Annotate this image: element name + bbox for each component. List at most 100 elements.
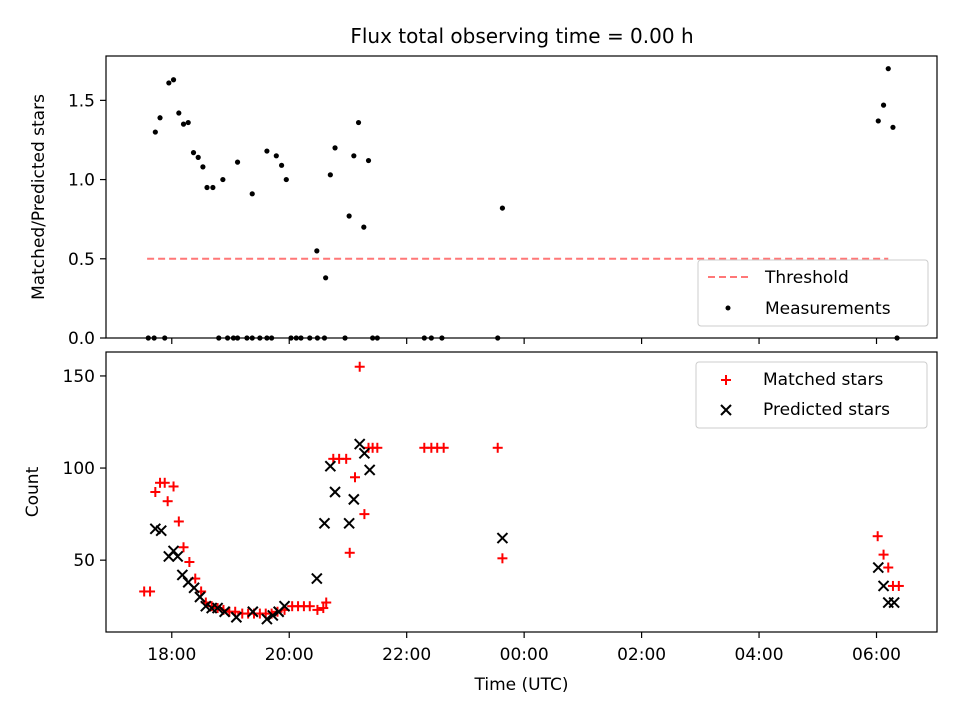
predicted-stars-point: [363, 464, 376, 476]
matched-stars-point: [145, 586, 156, 597]
measurements-point: [180, 121, 187, 127]
matched-stars-point: [438, 442, 449, 453]
legend-matched-stars-symbol: [721, 375, 731, 385]
matched-stars-point: [344, 547, 355, 558]
matched-stars-point: [184, 557, 195, 567]
bottom-x-axis-label: Time (UTC): [474, 675, 569, 695]
predicted-stars-point: [324, 460, 337, 472]
legend-threshold-label: Threshold: [764, 268, 849, 288]
matched-stars-point: [359, 509, 370, 520]
predicted-stars-point: [267, 609, 279, 622]
legend-measurements-label: Measurements: [765, 299, 891, 319]
y-tick-label: 0.5: [68, 250, 95, 270]
matched-stars-point: [492, 442, 503, 453]
bottom-legend: Matched stars Predicted stars: [695, 361, 928, 429]
measurements-point: [210, 184, 216, 191]
predicted-stars-point: [188, 582, 200, 594]
predicted-stars-point: [230, 611, 243, 623]
measurements-point: [185, 119, 191, 126]
matched-stars-point: [893, 580, 904, 591]
measurements-point: [283, 176, 289, 183]
bottom-plot-frame: [105, 351, 938, 633]
matched-stars-point: [318, 603, 329, 614]
matched-stars-point: [150, 487, 161, 497]
measurements-point: [190, 150, 197, 156]
x-tick-label: 06:00: [852, 645, 901, 665]
matched-stars-point: [173, 516, 184, 527]
predicted-stars-point: [318, 517, 331, 530]
matched-stars-point: [341, 453, 352, 464]
predicted-stars-point: [343, 517, 355, 530]
x-tick-label: 04:00: [735, 645, 784, 665]
y-tick-label: 1.5: [68, 91, 95, 111]
measurements-point: [314, 248, 320, 254]
measurements-point: [176, 110, 182, 116]
measurements-point: [327, 172, 333, 178]
matched-stars-point: [372, 442, 383, 453]
predicted-stars-point: [353, 438, 366, 450]
bottom-y-axis-label: Count: [23, 466, 43, 517]
measurements-point: [204, 184, 210, 191]
measurements-point: [264, 148, 270, 154]
measurements-point: [361, 224, 367, 230]
measurements-point: [170, 77, 177, 83]
predicted-stars-point: [218, 606, 231, 618]
predicted-stars-point: [261, 613, 273, 625]
measurements-point: [355, 119, 362, 126]
predicted-stars-point: [167, 545, 180, 557]
measurements-point: [166, 80, 172, 86]
measurements-point: [249, 191, 255, 197]
predicted-stars-point: [194, 591, 206, 603]
matched-stars-point: [883, 562, 894, 573]
measurements-point: [323, 275, 329, 281]
measurements-point: [278, 162, 285, 168]
matched-stars-point: [497, 553, 508, 564]
measurements-point: [890, 124, 896, 130]
measurements-point: [157, 115, 163, 121]
x-tick-label: 18:00: [147, 645, 196, 665]
measurements-point: [875, 118, 881, 124]
matched-stars-point: [872, 531, 883, 542]
predicted-stars-point: [278, 600, 291, 612]
measurements-point: [346, 213, 352, 219]
measurements-point: [332, 145, 338, 151]
predicted-stars-point: [311, 572, 323, 585]
measurements-point: [499, 205, 506, 211]
x-tick-label: 02:00: [617, 645, 666, 665]
measurements-point: [365, 157, 372, 164]
predicted-stars-point: [348, 493, 360, 506]
predicted-stars-point: [872, 561, 884, 574]
matched-stars-point: [312, 604, 323, 615]
x-tick-label: 22:00: [382, 645, 431, 665]
top-plot-frame: [105, 55, 938, 339]
top-chart-title: Flux total observing time = 0.00 h: [350, 24, 693, 48]
x-tick-label: 20:00: [265, 645, 314, 665]
bottom-axes: 18:00 20:00 22:00 00:00 02:00 04:00 06:00 50 100…: [63, 367, 901, 665]
matched-stars-point: [159, 477, 170, 488]
bottom-legend-box: [695, 361, 928, 429]
measurements-point: [273, 153, 279, 159]
legend-matched-stars-label: Matched stars: [763, 370, 883, 390]
y-tick-label: 100: [63, 459, 95, 479]
y-tick-label: 50: [73, 551, 95, 571]
measurements-point: [885, 66, 891, 72]
legend-predicted-stars-symbol: [720, 404, 732, 416]
predicted-stars-point: [211, 602, 224, 614]
measurements-point: [880, 102, 887, 108]
top-y-axis-label: Matched/Predicted stars: [29, 94, 49, 300]
matched-stars-point: [168, 481, 179, 492]
predicted-stars-point: [496, 532, 509, 544]
top-legend: Threshold Measurements: [697, 259, 929, 327]
measurements-point: [200, 164, 206, 170]
measurements-point: [152, 129, 158, 135]
x-tick-label: 00:00: [500, 645, 549, 665]
predicted-stars-point: [358, 447, 371, 460]
measurements-point: [220, 176, 226, 183]
matched-stars-point: [321, 597, 332, 608]
predicted-stars-point: [176, 569, 189, 581]
measurements-point: [351, 153, 357, 159]
matched-stars-point: [178, 542, 189, 553]
top-axes: 0.0 0.5 1.0 1.5: [68, 91, 878, 349]
measurements-point: [195, 154, 201, 160]
